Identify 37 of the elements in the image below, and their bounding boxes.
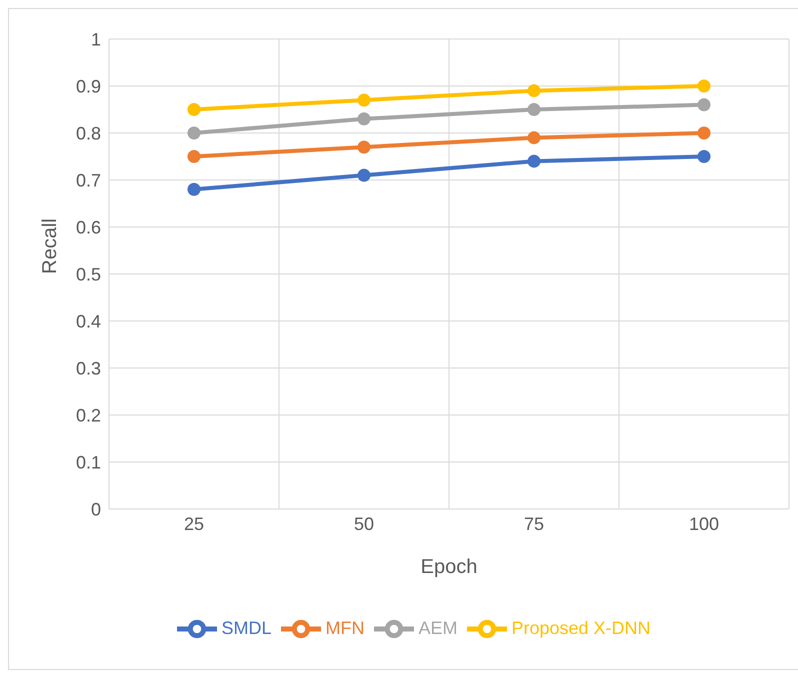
point (528, 103, 540, 116)
point (358, 94, 370, 107)
y-tick-label: 0.8 (76, 123, 101, 144)
point (698, 150, 710, 163)
point (188, 182, 200, 196)
x-tick-label: 25 (184, 514, 204, 534)
point (188, 150, 200, 163)
y-tick-label: 0.9 (76, 76, 101, 96)
legend-label: MFN (325, 618, 364, 638)
point (698, 80, 710, 92)
x-tick-label: 75 (524, 514, 544, 534)
point (528, 131, 540, 144)
y-tick-label: 0.5 (76, 264, 101, 284)
x-axis-title: Epoch (420, 556, 478, 578)
y-tick-label: 0.4 (76, 311, 101, 332)
point (698, 98, 710, 112)
y-tick-label: 1 (90, 29, 101, 50)
y-tick-label: 0.1 (76, 452, 101, 472)
legend-label: SMDL (221, 618, 272, 638)
point (528, 154, 540, 168)
y-axis-title: Recall (39, 218, 62, 274)
y-tick-label: 0.2 (76, 405, 101, 426)
y-tick-label: 0.7 (76, 170, 101, 190)
point (188, 103, 200, 116)
y-tick-label: 0.6 (76, 217, 101, 238)
y-tick-label: 0.3 (76, 358, 101, 378)
legend-label: AEM (418, 618, 458, 638)
point (358, 112, 370, 126)
legend-label: Proposed X-DNN (511, 618, 651, 638)
point (698, 126, 710, 140)
point (188, 126, 200, 140)
point (528, 84, 540, 98)
x-tick-label: 100 (688, 514, 720, 534)
x-tick-label: 50 (354, 514, 374, 534)
point (358, 140, 370, 154)
point (358, 168, 370, 182)
y-tick-label: 0 (90, 499, 101, 520)
